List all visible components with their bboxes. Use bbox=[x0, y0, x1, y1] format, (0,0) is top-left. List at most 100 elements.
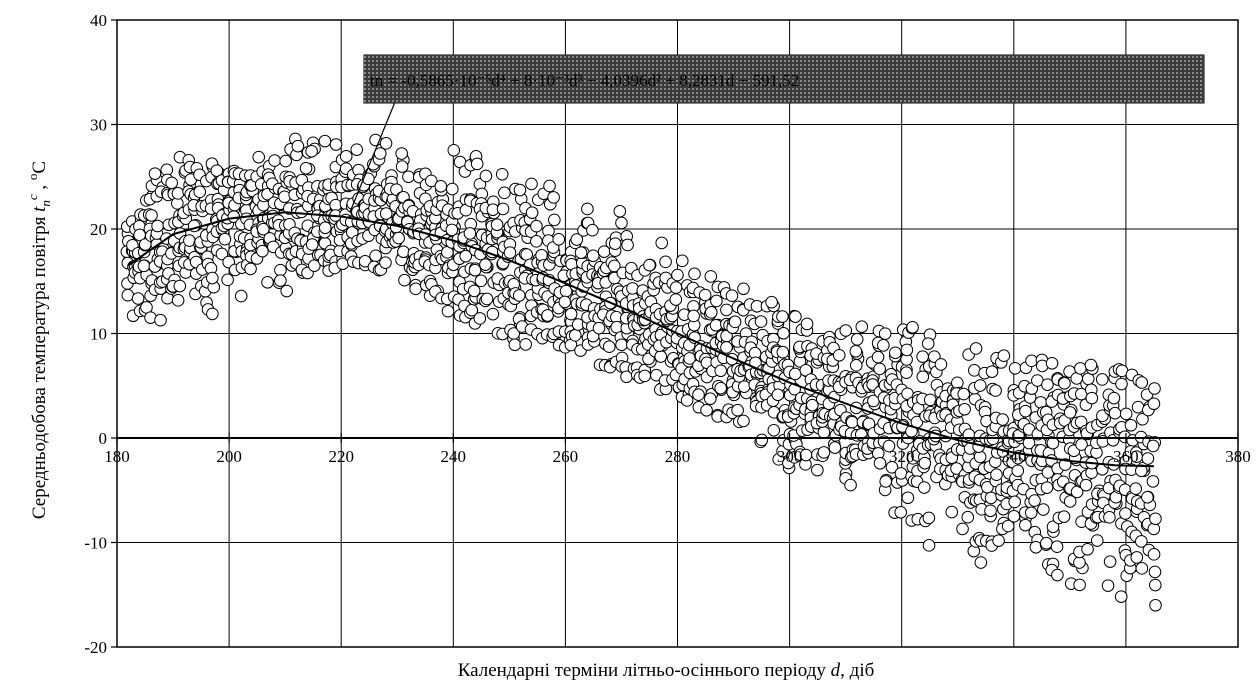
scatter-point bbox=[659, 255, 672, 269]
scatter-point bbox=[473, 312, 487, 325]
scatter-point bbox=[574, 246, 588, 259]
scatter-point bbox=[206, 307, 219, 321]
scatter-point bbox=[974, 556, 988, 569]
scatter-point bbox=[817, 426, 831, 439]
scatter-point bbox=[704, 392, 717, 406]
scatter-point bbox=[985, 365, 999, 378]
scatter-point bbox=[1063, 495, 1077, 508]
x-tick-label: 240 bbox=[441, 447, 467, 466]
scatter-point bbox=[137, 259, 151, 273]
scatter-point bbox=[173, 279, 187, 293]
scatter-point bbox=[154, 313, 167, 327]
y-tick-label: -10 bbox=[84, 534, 107, 553]
scatter-point bbox=[737, 380, 751, 393]
scatter-point bbox=[1007, 509, 1021, 523]
scatter-point bbox=[547, 191, 560, 204]
scatter-point bbox=[193, 185, 207, 199]
scatter-point bbox=[901, 491, 915, 505]
scatter-point bbox=[447, 143, 461, 157]
scatter-point bbox=[879, 475, 893, 488]
scatter-point bbox=[921, 337, 935, 350]
scatter-point bbox=[318, 134, 332, 148]
scatter-point bbox=[495, 167, 509, 181]
scatter-point bbox=[811, 463, 824, 477]
scatter-point bbox=[866, 378, 879, 391]
scatter-point bbox=[1037, 503, 1050, 516]
scatter-point bbox=[548, 213, 561, 227]
scatter-point bbox=[776, 345, 790, 359]
scatter-point bbox=[698, 288, 712, 302]
scatter-point bbox=[849, 359, 863, 372]
scatter-point bbox=[541, 309, 554, 322]
scatter-point bbox=[877, 339, 890, 352]
scatter-point bbox=[906, 320, 919, 334]
scatter-point bbox=[728, 315, 742, 329]
scatter-point bbox=[725, 289, 739, 303]
x-tick-label: 340 bbox=[1001, 447, 1027, 466]
scatter-point bbox=[474, 274, 488, 288]
scatter-point bbox=[1119, 407, 1133, 421]
scatter-point bbox=[1147, 548, 1161, 561]
scatter-point bbox=[602, 340, 616, 354]
scatter-point bbox=[1146, 439, 1160, 453]
scatter-point bbox=[467, 284, 481, 298]
plot-frame bbox=[111, 19, 1239, 648]
scatter-point bbox=[945, 505, 959, 519]
scatter-point bbox=[1046, 520, 1060, 534]
scatter-point bbox=[973, 450, 987, 464]
scatter-point bbox=[800, 317, 814, 331]
scatter-point bbox=[918, 456, 932, 470]
scatter-point bbox=[720, 303, 733, 317]
scatter-point bbox=[984, 504, 997, 518]
y-axis-title-unit: C bbox=[29, 161, 50, 174]
x-axis-title-prefix: Календарні терміни літньо-осіннього пері… bbox=[458, 660, 831, 681]
scatter-point bbox=[889, 346, 902, 360]
scatter-point bbox=[613, 205, 627, 218]
scatter-point bbox=[1008, 495, 1021, 509]
y-tick-label: 0 bbox=[99, 429, 108, 448]
scatter-point bbox=[278, 190, 291, 204]
scatter-point bbox=[1057, 510, 1071, 523]
scatter-point bbox=[339, 150, 353, 163]
trendline-curve bbox=[127, 211, 1154, 468]
scatter-point bbox=[535, 248, 548, 262]
scatter-point bbox=[710, 294, 723, 308]
scatter-point bbox=[731, 403, 744, 417]
scatter-point bbox=[680, 394, 694, 407]
y-axis-title: Середньодобова температура повітря tnc ,… bbox=[25, 161, 53, 519]
scatter-point bbox=[1028, 494, 1041, 507]
x-axis-title: Календарні терміни літньо-осіннього пері… bbox=[458, 660, 875, 681]
scatter-point bbox=[564, 307, 578, 321]
scatter-point bbox=[305, 238, 319, 251]
x-tick-label: 260 bbox=[553, 447, 579, 466]
scatter-point bbox=[1141, 491, 1154, 504]
scatter-point bbox=[844, 478, 857, 492]
scatter-point bbox=[871, 350, 885, 364]
scatter-point bbox=[704, 270, 718, 283]
scatter-point bbox=[329, 138, 343, 151]
scatter-point bbox=[519, 338, 532, 351]
scatter-point bbox=[329, 198, 342, 212]
scatter-point bbox=[543, 179, 556, 193]
scatter-point bbox=[165, 176, 179, 190]
y-axis-title-var: t bbox=[29, 206, 50, 212]
scatter-point bbox=[1148, 382, 1161, 395]
scatter-point bbox=[490, 218, 504, 232]
scatter-point bbox=[916, 370, 930, 384]
scatter-point bbox=[1084, 358, 1098, 372]
scatter-point bbox=[1119, 507, 1132, 520]
y-tick-label: 30 bbox=[90, 116, 107, 135]
scatter-point bbox=[525, 206, 539, 219]
scatter-point bbox=[446, 182, 459, 196]
scatter-point bbox=[221, 273, 234, 287]
scatter-point bbox=[503, 246, 517, 259]
x-tick-label: 180 bbox=[104, 447, 130, 466]
scatter-point bbox=[145, 209, 158, 222]
y-tick-label: 10 bbox=[90, 325, 107, 344]
scatter-point bbox=[268, 154, 281, 167]
scatter-point bbox=[1079, 478, 1093, 492]
scatter-point bbox=[789, 310, 802, 323]
y-axis-title-sep: , bbox=[29, 180, 50, 194]
y-tick-label: 40 bbox=[90, 11, 107, 30]
scatter-point bbox=[922, 539, 936, 552]
